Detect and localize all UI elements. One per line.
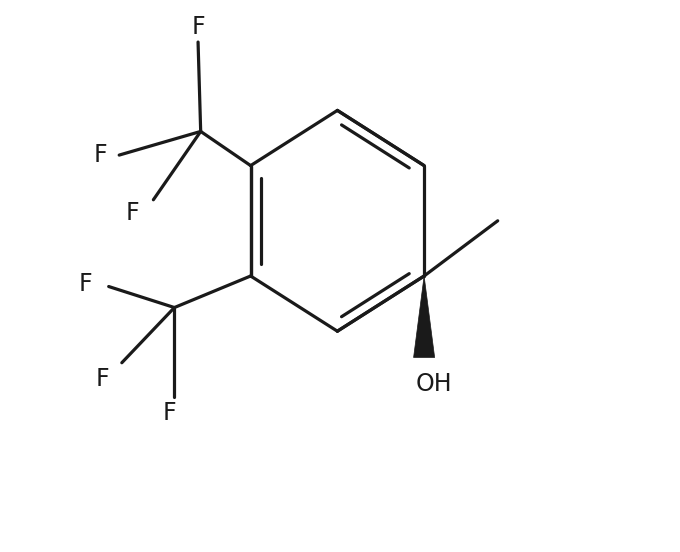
Text: F: F bbox=[78, 272, 92, 296]
Text: F: F bbox=[96, 367, 109, 390]
Text: OH: OH bbox=[415, 372, 452, 396]
Text: F: F bbox=[126, 201, 139, 225]
Text: F: F bbox=[163, 401, 176, 424]
Text: F: F bbox=[191, 15, 205, 39]
Text: F: F bbox=[94, 143, 107, 167]
Polygon shape bbox=[413, 276, 435, 358]
